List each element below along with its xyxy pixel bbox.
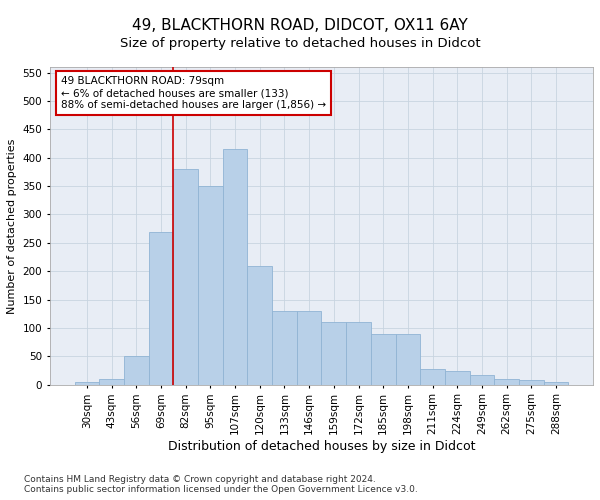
Text: Contains public sector information licensed under the Open Government Licence v3: Contains public sector information licen… xyxy=(24,485,418,494)
Y-axis label: Number of detached properties: Number of detached properties xyxy=(7,138,17,314)
X-axis label: Distribution of detached houses by size in Didcot: Distribution of detached houses by size … xyxy=(168,440,475,453)
Bar xyxy=(124,356,149,384)
Bar xyxy=(149,232,173,384)
Bar xyxy=(322,322,346,384)
Text: 49, BLACKTHORN ROAD, DIDCOT, OX11 6AY: 49, BLACKTHORN ROAD, DIDCOT, OX11 6AY xyxy=(132,18,468,32)
Bar xyxy=(297,311,322,384)
Bar xyxy=(247,266,272,384)
Bar xyxy=(420,369,445,384)
Bar xyxy=(470,374,494,384)
Text: Contains HM Land Registry data © Crown copyright and database right 2024.: Contains HM Land Registry data © Crown c… xyxy=(24,475,376,484)
Bar xyxy=(494,379,519,384)
Bar xyxy=(519,380,544,384)
Bar xyxy=(371,334,395,384)
Bar xyxy=(544,382,568,384)
Text: 49 BLACKTHORN ROAD: 79sqm
← 6% of detached houses are smaller (133)
88% of semi-: 49 BLACKTHORN ROAD: 79sqm ← 6% of detach… xyxy=(61,76,326,110)
Bar xyxy=(74,382,99,384)
Text: Size of property relative to detached houses in Didcot: Size of property relative to detached ho… xyxy=(119,38,481,51)
Bar xyxy=(198,186,223,384)
Bar xyxy=(173,169,198,384)
Bar xyxy=(272,311,297,384)
Bar xyxy=(445,370,470,384)
Bar xyxy=(346,322,371,384)
Bar xyxy=(99,379,124,384)
Bar xyxy=(223,149,247,384)
Bar xyxy=(395,334,420,384)
